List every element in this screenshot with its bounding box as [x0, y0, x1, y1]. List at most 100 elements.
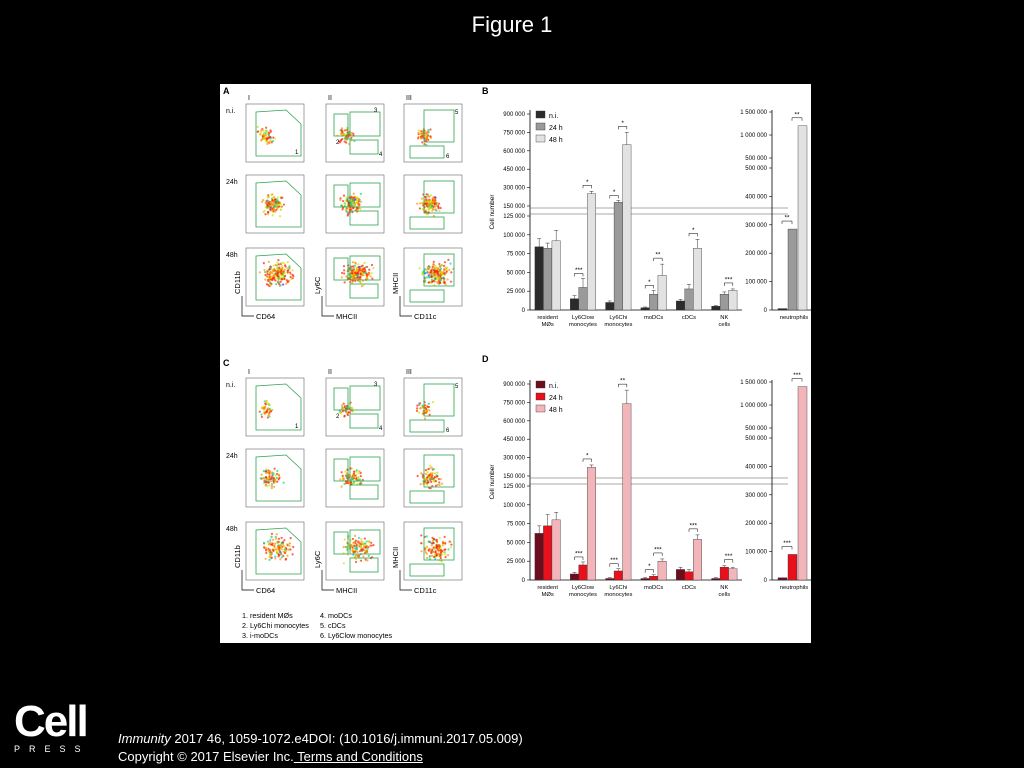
panel-a-event-dot [258, 271, 261, 274]
panel-b-y-tick-label: 75 000 [507, 252, 526, 258]
panel-a-event-dot [281, 274, 285, 277]
panel-a-event-dot [446, 278, 449, 281]
panel-a-event-dot [367, 272, 370, 275]
panel-a-event-dot [443, 261, 447, 264]
panel-c-event-dot [339, 478, 342, 481]
panel-c-event-dot [268, 408, 272, 411]
panel-a-event-dot [273, 267, 276, 271]
panel-c-event-dot [351, 546, 354, 549]
panel-c-event-dot [273, 545, 276, 548]
panel-c-event-dot [415, 409, 419, 412]
panel-c-gate [409, 419, 445, 433]
panel-c-event-dot [267, 403, 271, 406]
panel-c-event-dot [274, 542, 277, 545]
panel-c-event-dot [282, 550, 285, 553]
panel-a-event-dot [432, 264, 435, 267]
panel-c-event-dot [449, 540, 452, 543]
panel-a-event-dot [280, 261, 283, 264]
panel-a-event-dot [356, 199, 359, 202]
panel-c-event-dot [433, 475, 436, 479]
panel-b-bar [684, 288, 694, 311]
panel-c-event-dot [277, 537, 280, 540]
panel-c-event-dot [353, 474, 357, 477]
panel-a-event-dot [361, 274, 364, 277]
panel-a-event-dot [360, 285, 363, 288]
panel-a-event-dot [344, 129, 347, 132]
panel-c-gate [255, 527, 302, 575]
panel-c-event-dot [434, 472, 437, 475]
panel-d-sub-y-tick-label: 300 000 [745, 493, 767, 499]
panel-a-event-dot [362, 267, 365, 271]
panel-a-event-dot [370, 263, 374, 267]
panel-c-event-dot [268, 475, 271, 478]
panel-a-event-dot [353, 264, 357, 267]
panel-a-event-dot [264, 278, 267, 281]
panel-c-event-dot [427, 540, 430, 543]
panel-a-event-dot [437, 207, 440, 210]
panel-c-event-dot [272, 538, 275, 541]
panel-c-gate [333, 531, 349, 555]
panel-a-event-dot [284, 265, 287, 268]
panel-c-event-dot [277, 473, 280, 476]
panel-c-gate [255, 454, 302, 502]
panel-c-event-dot [425, 556, 429, 560]
panel-a-event-dot [426, 200, 429, 203]
panel-a-event-dot [444, 283, 447, 286]
panel-d-bar [711, 578, 721, 581]
panel-c-event-dot [265, 471, 268, 475]
panel-a-gate [349, 182, 381, 208]
panel-c-row-label-0: n.i. [226, 382, 235, 389]
panel-a-event-dot [428, 201, 431, 204]
panel-b-sub-y-tick-label: 100 000 [745, 280, 767, 286]
panel-b-sig-bracket [644, 285, 654, 289]
panel-a-event-dot [357, 270, 360, 273]
panel-c-event-dot [372, 544, 375, 547]
panel-c-event-dot [447, 548, 450, 551]
panel-a-event-dot [269, 204, 273, 207]
panel-a-gate-label-2: 2 [336, 140, 340, 146]
panel-a-event-dot [358, 198, 361, 202]
panel-d-y-tick-label: 600 000 [503, 419, 525, 425]
gate-legend-item-5: 5. cDCs [320, 621, 346, 630]
panel-c-event-dot [430, 475, 434, 479]
panel-a-event-dot [340, 276, 343, 279]
panel-a-event-dot [437, 278, 440, 281]
panel-c-event-dot [286, 544, 289, 547]
panel-c-event-dot [421, 404, 424, 407]
panel-a-event-dot [350, 131, 354, 134]
panel-c-event-dot [438, 536, 441, 540]
panel-b-sig-mark: *** [725, 276, 733, 283]
panel-a-event-dot [442, 279, 446, 282]
panel-a-event-dot [430, 203, 433, 206]
panel-a-event-dot [425, 143, 428, 147]
panel-a-event-dot [266, 275, 269, 278]
panel-a-event-dot [345, 196, 348, 199]
citation-details: 2017 46, 1059-1072.e4DOI: (10.1016/j.imm… [170, 731, 523, 746]
panel-d-sub-y-tick-label: 100 000 [745, 550, 767, 556]
panel-d-x-tick-label: cells [719, 592, 731, 598]
panel-b-sub-y-tick-label: 1 500 000 [740, 110, 767, 116]
gate-legend-item-3: 3. i-moDCs [242, 631, 278, 640]
panel-c-event-dot [353, 534, 357, 537]
panel-c-event-dot [361, 478, 364, 482]
panel-c-event-dot [267, 547, 270, 550]
panel-a-event-dot [426, 213, 429, 216]
panel-c-event-dot [288, 542, 291, 545]
panel-a-event-dot [435, 209, 438, 212]
panel-a-event-dot [259, 132, 262, 135]
panel-a-event-dot [264, 270, 267, 274]
panel-a-event-dot [417, 137, 420, 140]
panel-c-event-dot [271, 471, 274, 474]
terms-link[interactable]: Terms and Conditions [293, 749, 423, 764]
panel-c-event-dot [437, 553, 440, 556]
panel-a-event-dot [421, 141, 424, 144]
panel-a-event-dot [265, 126, 268, 129]
panel-a-gate [423, 253, 455, 287]
panel-c-event-dot [362, 548, 365, 551]
panel-a-event-dot [418, 207, 421, 210]
panel-a-gate [349, 255, 381, 281]
panel-a-event-dot [349, 280, 352, 284]
panel-a-gate [333, 184, 349, 208]
panel-d-sig-mark: ** [620, 378, 626, 385]
panel-a-event-dot [426, 130, 429, 133]
